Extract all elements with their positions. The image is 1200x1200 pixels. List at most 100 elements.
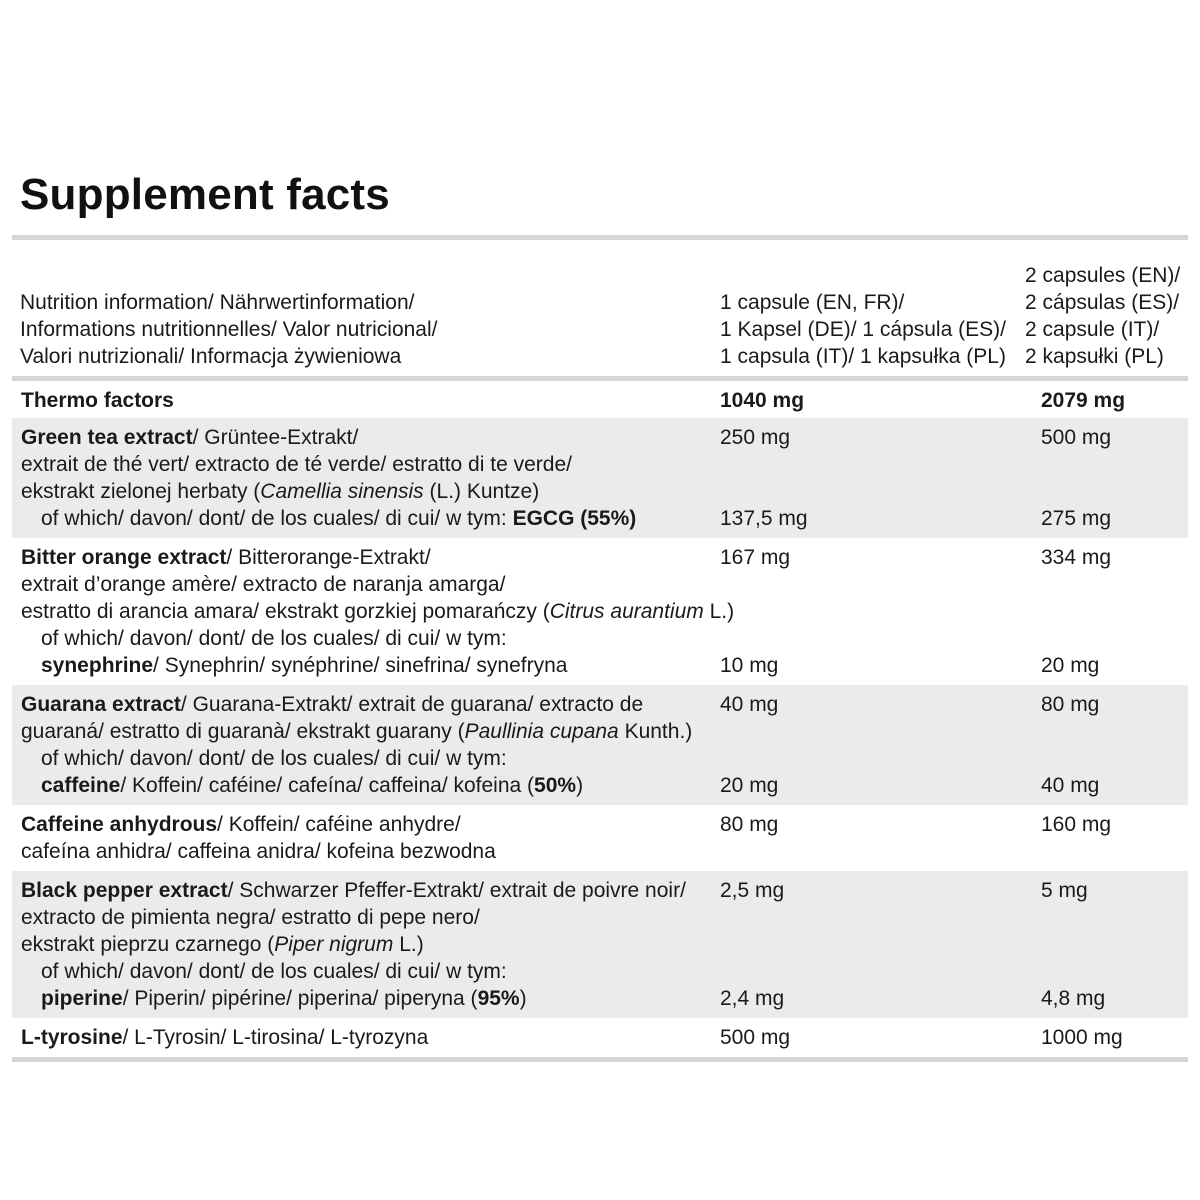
ingredient-name: L-tyrosine [21,1026,123,1049]
row-label: Black pepper extract/ Schwarzer Pfeffer-… [21,877,711,904]
ingredient-name: Caffeine anhydrous [21,813,218,836]
text: L.) [703,600,735,623]
percentage: 50% [534,774,577,797]
text: of which/ davon/ dont/ de los cuales/ di… [41,507,513,530]
translations: / Koffein/ caféine/ cafeína/ caffeina/ k… [120,774,535,797]
latin-name: Citrus aurantium [549,600,704,623]
translations: / Grüntee-Extrakt/ [192,426,359,449]
bottom-divider [12,1057,1188,1062]
header-text: 2 capsule (IT)/ [1025,318,1160,341]
translations-line: extracto de pimienta negra/ estratto di … [21,906,480,929]
value-1-capsule: 40 mg [720,693,779,716]
sub-ingredient-name: piperine [41,987,123,1010]
text: Kunth.) [618,720,693,743]
header-text: 2 capsules (EN)/ [1025,264,1181,287]
translations: / Piperin/ pipérine/ piperina/ piperyna … [122,987,478,1010]
header-divider [12,376,1188,381]
latin-name-line: estratto di arancia amara/ ekstrakt gorz… [21,598,734,625]
value-2-capsules-sub: 275 mg [1041,507,1112,530]
ingredient-name: Bitter orange extract [21,546,227,569]
value-1-capsule-sub: 20 mg [720,774,779,797]
table-row-caffeine-anhydrous: Caffeine anhydrous/ Koffein/ caféine anh… [12,805,1188,871]
ingredient-name: Green tea extract [21,426,193,449]
table-row-thermo-factors: Thermo factors 1040 mg 2079 mg [12,381,1188,418]
sub-ingredient-line: synephrine/ Synephrin/ synéphrine/ sinef… [21,652,711,679]
value-2-capsules: 500 mg [1041,426,1112,449]
value-2-capsules: 334 mg [1041,546,1112,569]
header-col-2-capsules: 2 capsules (EN)/ 2 cápsulas (ES)/ 2 caps… [1025,262,1180,370]
translations: / L-Tyrosin/ L-tirosina/ L-tyrozyna [122,1026,429,1049]
translations: / Bitterorange-Extrakt/ [226,546,431,569]
translations-line: extrait d’orange amère/ extracto de nara… [21,573,506,596]
text: ) [519,987,527,1010]
text: ekstrakt zielonej herbaty ( [21,480,261,503]
value-2-capsules-sub: 40 mg [1041,774,1100,797]
value-2-capsules: 80 mg [1041,693,1100,716]
value-2-capsules-sub: 4,8 mg [1041,987,1106,1010]
header-text: Nutrition information/ Nährwertinformati… [20,291,415,314]
text: (L.) Kuntze) [423,480,540,503]
row-label: Thermo factors [21,389,174,412]
header-text: 2 cápsulas (ES)/ [1025,291,1180,314]
text: L.) [393,933,424,956]
translations-line: cafeína anhidra/ caffeina anidra/ kofein… [21,840,496,863]
row-label: L-tyrosine/ L-Tyrosin/ L-tirosina/ L-tyr… [21,1024,711,1051]
header-col-nutrition-info: Nutrition information/ Nährwertinformati… [20,289,438,370]
value-1-capsule-sub: 137,5 mg [720,507,808,530]
header-text: Informations nutritionnelles/ Valor nutr… [20,318,438,341]
latin-name-line: ekstrakt zielonej herbaty (Camellia sine… [21,478,711,505]
translations: / Guarana-Extrakt/ extrait de guarana/ e… [180,693,644,716]
table-row-black-pepper-extract: Black pepper extract/ Schwarzer Pfeffer-… [12,871,1188,1018]
sub-ingredient-line: piperine/ Piperin/ pipérine/ piperina/ p… [21,985,711,1012]
row-label: Guarana extract/ Guarana-Extrakt/ extrai… [21,691,711,718]
header-text: Valori nutrizionali/ Informacja żywienio… [20,345,402,368]
value-2-capsules: 1000 mg [1041,1026,1123,1049]
facts-table: Thermo factors 1040 mg 2079 mg Green tea… [12,381,1188,1062]
row-label: Green tea extract/ Grüntee-Extrakt/ [21,424,711,451]
header-text: 2 kapsułki (PL) [1025,345,1164,368]
value-1-capsule-sub: 2,4 mg [720,987,785,1010]
header-text: 1 Kapsel (DE)/ 1 cápsula (ES)/ [720,318,1006,341]
latin-name: Piper nigrum [274,933,394,956]
value-1-capsule: 80 mg [720,813,779,836]
text: guaraná/ estratto di guaranà/ ekstrakt g… [21,720,465,743]
header-col-1-capsule: 1 capsule (EN, FR)/ 1 Kapsel (DE)/ 1 cáp… [720,289,1006,370]
table-row-guarana-extract: Guarana extract/ Guarana-Extrakt/ extrai… [12,685,1188,805]
sub-ingredient-name: caffeine [41,774,121,797]
of-which-line: of which/ davon/ dont/ de los cuales/ di… [41,960,507,983]
translations: / Koffein/ caféine anhydre/ [217,813,461,836]
value-1-capsule: 2,5 mg [720,879,785,902]
sub-ingredient-name: EGCG (55%) [512,507,637,530]
value-1-capsule: 250 mg [720,426,791,449]
table-row-green-tea-extract: Green tea extract/ Grüntee-Extrakt/ extr… [12,418,1188,538]
of-which-line: of which/ davon/ dont/ de los cuales/ di… [41,627,507,650]
text: ) [576,774,584,797]
latin-name: Paullinia cupana [464,720,619,743]
table-header: Nutrition information/ Nährwertinformati… [0,262,1200,374]
ingredient-name: Black pepper extract [21,879,228,902]
of-which-line: of which/ davon/ dont/ de los cuales/ di… [41,747,507,770]
value-1-capsule: 167 mg [720,546,791,569]
percentage: 95% [477,987,520,1010]
value-1-capsule: 500 mg [720,1026,791,1049]
header-text: 1 capsule (EN, FR)/ [720,291,905,314]
translations-line: extrait de thé vert/ extracto de té verd… [21,453,572,476]
translations: / Synephrin/ synéphrine/ sinefrina/ syne… [153,654,568,677]
value-2-capsules: 160 mg [1041,813,1112,836]
value-2-capsules: 5 mg [1041,879,1088,902]
row-label: Caffeine anhydrous/ Koffein/ caféine anh… [21,811,711,838]
sub-ingredient-line: caffeine/ Koffein/ caféine/ cafeína/ caf… [21,772,711,799]
latin-name: Camellia sinensis [260,480,424,503]
latin-name-line: ekstrakt pieprzu czarnego (Piper nigrum … [21,931,711,958]
value-1-capsule: 1040 mg [720,389,805,412]
table-row-bitter-orange-extract: Bitter orange extract/ Bitterorange-Extr… [12,538,1188,685]
of-which-line: of which/ davon/ dont/ de los cuales/ di… [21,505,711,532]
table-row-l-tyrosine: L-tyrosine/ L-Tyrosin/ L-tirosina/ L-tyr… [12,1018,1188,1057]
translations: / Schwarzer Pfeffer-Extrakt/ extrait de … [227,879,686,902]
sub-ingredient-name: synephrine [41,654,154,677]
page-title: Supplement facts [20,170,390,219]
value-2-capsules: 2079 mg [1041,389,1126,412]
value-2-capsules-sub: 20 mg [1041,654,1100,677]
top-divider [12,235,1188,240]
text: ekstrakt pieprzu czarnego ( [21,933,275,956]
